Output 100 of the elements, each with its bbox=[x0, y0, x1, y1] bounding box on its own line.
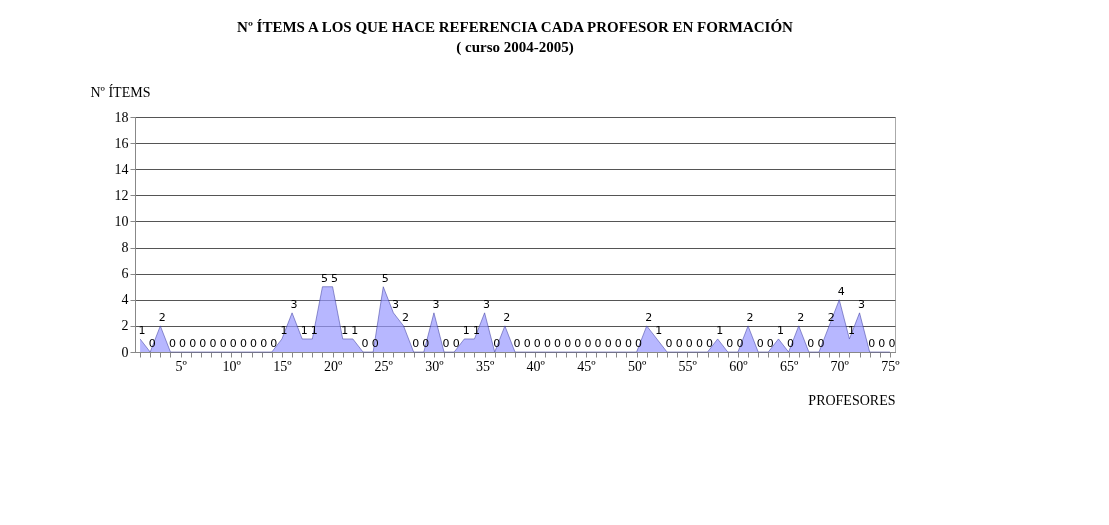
y-tick-label: 14 bbox=[114, 161, 129, 177]
data-label: 0 bbox=[523, 337, 531, 350]
data-label: 0 bbox=[817, 337, 825, 350]
data-label: 5 bbox=[381, 271, 389, 285]
data-label: 0 bbox=[554, 337, 562, 350]
data-label: 0 bbox=[452, 337, 460, 350]
x-tick-label: 70º bbox=[830, 358, 850, 374]
data-label: 0 bbox=[888, 337, 896, 350]
data-label: 0 bbox=[756, 337, 764, 350]
data-label: 0 bbox=[624, 337, 632, 350]
data-label: 1 bbox=[300, 323, 308, 337]
x-tick-label: 20º bbox=[323, 358, 343, 374]
data-label: 0 bbox=[614, 337, 622, 350]
data-label: 2 bbox=[827, 310, 835, 324]
data-label: 2 bbox=[645, 310, 653, 324]
y-tick-label: 6 bbox=[121, 266, 129, 282]
x-tick-label: 60º bbox=[729, 358, 749, 374]
data-label: 0 bbox=[493, 337, 501, 350]
data-label: 1 bbox=[472, 323, 480, 337]
data-label: 1 bbox=[462, 323, 470, 337]
data-label: 0 bbox=[219, 337, 227, 350]
data-label: 0 bbox=[685, 337, 693, 350]
x-tick-label: 15º bbox=[273, 358, 293, 374]
data-label: 0 bbox=[868, 337, 876, 350]
x-axis-title: PROFESORES bbox=[808, 392, 896, 408]
data-label: 0 bbox=[736, 337, 744, 350]
y-tick-label: 12 bbox=[114, 187, 129, 203]
data-label: 0 bbox=[695, 337, 703, 350]
data-label: 2 bbox=[158, 310, 166, 324]
data-label: 0 bbox=[675, 337, 683, 350]
x-tick-label: 75º bbox=[881, 358, 901, 374]
data-label: 5 bbox=[320, 271, 328, 285]
y-tick-label: 18 bbox=[114, 109, 129, 125]
data-label: 0 bbox=[584, 337, 592, 350]
data-label: 0 bbox=[239, 337, 247, 350]
x-tick-label: 5º bbox=[175, 358, 188, 374]
data-label: 0 bbox=[199, 337, 207, 350]
y-tick-label: 10 bbox=[114, 213, 129, 229]
data-label: 0 bbox=[412, 337, 420, 350]
data-label: 0 bbox=[361, 337, 369, 350]
data-label: 1 bbox=[847, 323, 855, 337]
data-label: 3 bbox=[290, 297, 298, 311]
data-label: 1 bbox=[351, 323, 359, 337]
x-tick-label: 25º bbox=[374, 358, 394, 374]
y-axis-title: Nº ÍTEMS bbox=[90, 83, 151, 100]
data-label: 0 bbox=[260, 337, 268, 350]
data-label: 1 bbox=[280, 323, 288, 337]
data-label: 2 bbox=[746, 310, 754, 324]
data-label: 0 bbox=[168, 337, 176, 350]
data-label: 5 bbox=[331, 271, 339, 285]
data-label: 0 bbox=[635, 337, 643, 350]
data-label: 0 bbox=[179, 337, 187, 350]
data-label: 0 bbox=[533, 337, 541, 350]
data-label: 0 bbox=[604, 337, 612, 350]
data-label: 1 bbox=[655, 323, 663, 337]
data-label: 0 bbox=[189, 337, 197, 350]
data-label: 4 bbox=[837, 284, 845, 298]
data-label: 3 bbox=[483, 297, 491, 311]
data-label: 0 bbox=[513, 337, 521, 350]
x-tick-label: 65º bbox=[779, 358, 799, 374]
x-tick-label: 30º bbox=[425, 358, 445, 374]
data-label: 0 bbox=[766, 337, 774, 350]
data-label: 0 bbox=[807, 337, 815, 350]
x-tick-label: 55º bbox=[678, 358, 698, 374]
data-label: 0 bbox=[726, 337, 734, 350]
data-label: 0 bbox=[270, 337, 278, 350]
data-label: 1 bbox=[310, 323, 318, 337]
data-label: 0 bbox=[564, 337, 572, 350]
data-label: 0 bbox=[371, 337, 379, 350]
data-label: 0 bbox=[209, 337, 217, 350]
data-label: 3 bbox=[432, 297, 440, 311]
y-tick-label: 0 bbox=[121, 344, 129, 360]
data-label: 2 bbox=[402, 310, 410, 324]
y-tick-label: 16 bbox=[114, 135, 129, 151]
data-label: 0 bbox=[442, 337, 450, 350]
x-tick-label: 35º bbox=[475, 358, 495, 374]
y-tick-label: 8 bbox=[121, 240, 129, 256]
data-label: 0 bbox=[594, 337, 602, 350]
x-tick-label: 40º bbox=[526, 358, 546, 374]
data-label: 0 bbox=[229, 337, 237, 350]
x-tick-label: 45º bbox=[577, 358, 597, 374]
data-label: 3 bbox=[858, 297, 866, 311]
data-label: 1 bbox=[138, 323, 146, 337]
data-label: 0 bbox=[543, 337, 551, 350]
data-label: 1 bbox=[341, 323, 349, 337]
data-label: 0 bbox=[706, 337, 714, 350]
x-tick-label: 10º bbox=[222, 358, 242, 374]
y-tick-label: 2 bbox=[121, 318, 129, 334]
data-label: 0 bbox=[878, 337, 886, 350]
data-label: 1 bbox=[776, 323, 784, 337]
data-label: 0 bbox=[250, 337, 258, 350]
y-tick-label: 4 bbox=[121, 292, 129, 308]
data-label: 1 bbox=[716, 323, 724, 337]
data-label: 0 bbox=[574, 337, 582, 350]
data-label: 2 bbox=[797, 310, 805, 324]
data-label: 0 bbox=[422, 337, 430, 350]
data-label: 0 bbox=[148, 337, 156, 350]
data-label: 0 bbox=[665, 337, 673, 350]
data-label: 2 bbox=[503, 310, 511, 324]
data-label: 3 bbox=[391, 297, 399, 311]
